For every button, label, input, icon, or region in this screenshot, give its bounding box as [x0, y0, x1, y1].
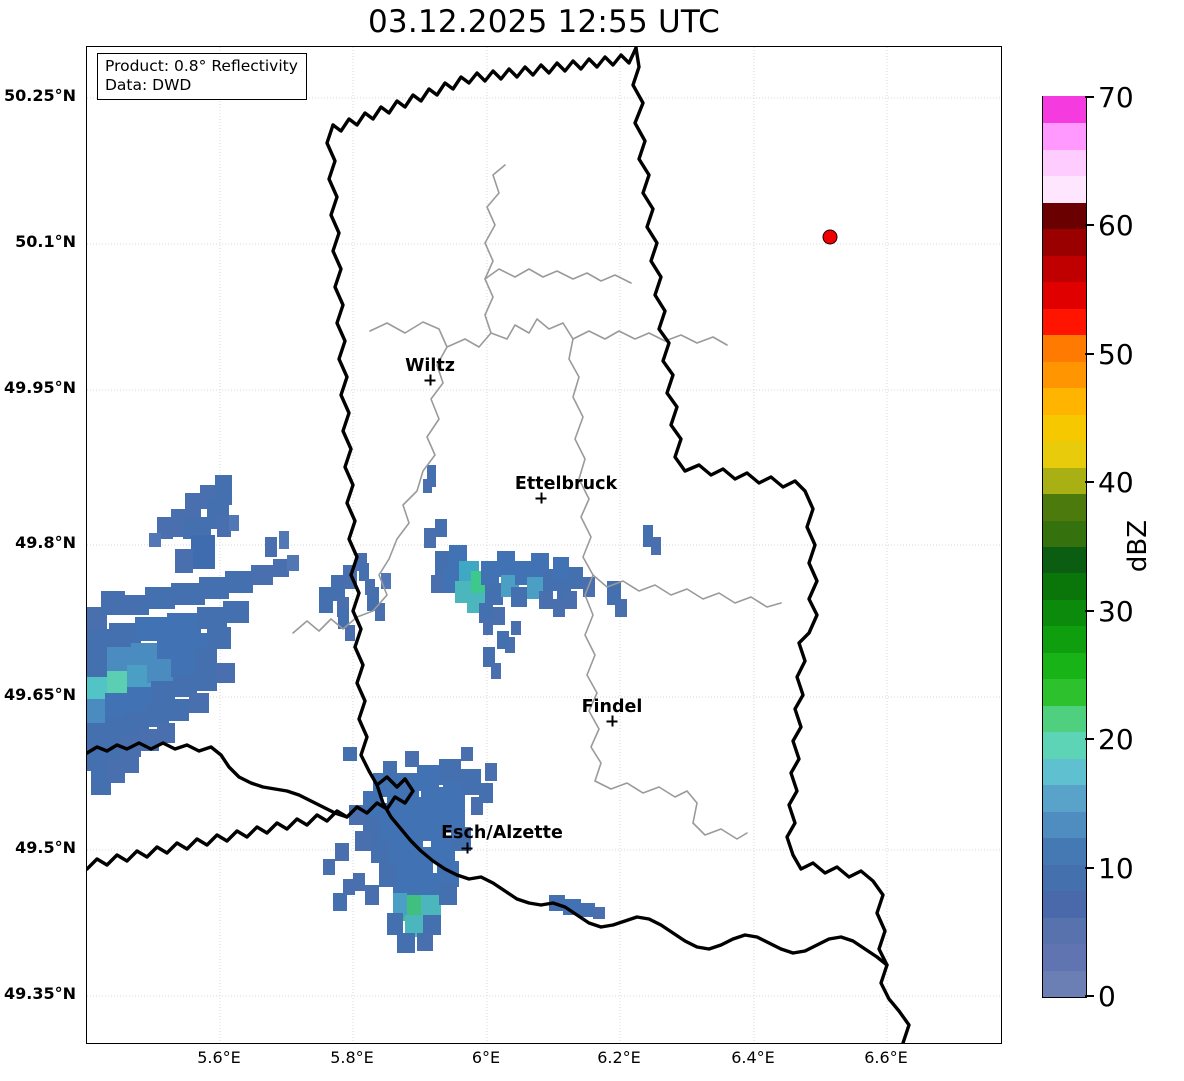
city-label-ettelbruck: Ettelbruck [514, 474, 618, 494]
colorbar-band-25 [1043, 308, 1086, 336]
colorbar-band-33 [1043, 96, 1086, 124]
colorbar-band-5 [1043, 837, 1086, 865]
colorbar-band-18 [1043, 493, 1086, 521]
map-canvas: Product: 0.8° Reflectivity Data: DWD Wil… [87, 47, 1001, 1043]
colorbar-band-1 [1043, 943, 1086, 971]
national-border [87, 47, 911, 1043]
map-plot-area[interactable]: Product: 0.8° Reflectivity Data: DWD Wil… [86, 46, 1002, 1044]
radar-echo-cluster-scattered [338, 563, 521, 761]
colorbar-band-7 [1043, 784, 1086, 812]
colorbar-band-2 [1043, 917, 1086, 945]
administrative-boundaries-internal [292, 164, 782, 840]
colorbar-axis-label: dBZ [1123, 519, 1153, 573]
colorbar-band-23 [1043, 361, 1086, 389]
colorbar-band-13 [1043, 625, 1086, 653]
colorbar-band-8 [1043, 758, 1086, 786]
info-box: Product: 0.8° Reflectivity Data: DWD [97, 53, 307, 100]
colorbar-band-0 [1043, 969, 1086, 997]
colorbar-band-17 [1043, 519, 1086, 547]
colorbar-band-15 [1043, 572, 1086, 600]
page-title: 03.12.2025 12:55 UTC [368, 4, 720, 40]
colorbar-band-27 [1043, 255, 1086, 283]
colorbar-band-30 [1043, 175, 1086, 203]
colorbar-band-4 [1043, 864, 1086, 892]
colorbar-band-12 [1043, 652, 1086, 680]
colorbar-band-20 [1043, 440, 1086, 468]
colorbar-band-3 [1043, 890, 1086, 918]
colorbar-band-28 [1043, 228, 1086, 256]
city-marker-wiltz [424, 374, 436, 386]
colorbar-band-29 [1043, 202, 1086, 230]
colorbar-band-21 [1043, 414, 1086, 442]
colorbar-band-11 [1043, 678, 1086, 706]
map-gridlines [87, 47, 1001, 1043]
colorbar-band-22 [1043, 387, 1086, 415]
colorbar-band-14 [1043, 599, 1086, 627]
radar-site-icon[interactable] [822, 229, 838, 245]
map-graphics [87, 47, 1001, 1043]
city-label-wiltz: Wiltz [405, 356, 455, 376]
radar-echo-cluster-west [87, 465, 661, 795]
city-label-esch-alzette: Esch/Alzette [441, 823, 563, 843]
colorbar-band-26 [1043, 281, 1086, 309]
radar-echo-layer [87, 465, 661, 953]
city-marker-ettelbruck [535, 492, 547, 504]
colorbar-band-6 [1043, 811, 1086, 839]
info-product: Product: 0.8° Reflectivity [105, 57, 298, 75]
colorbar-band-24 [1043, 334, 1086, 362]
colorbar-band-19 [1043, 467, 1086, 495]
colorbar[interactable] [1042, 96, 1087, 998]
colorbar-band-32 [1043, 122, 1086, 150]
radar-echo-cluster-central [424, 519, 627, 625]
info-data-source: Data: DWD [105, 76, 192, 94]
colorbar-band-10 [1043, 705, 1086, 733]
colorbar-band-9 [1043, 731, 1086, 759]
city-label-findel: Findel [581, 697, 643, 717]
colorbar-band-31 [1043, 149, 1086, 177]
colorbar-band-16 [1043, 546, 1086, 574]
city-marker-findel [606, 715, 618, 727]
city-marker-esch-alzette [461, 842, 473, 854]
